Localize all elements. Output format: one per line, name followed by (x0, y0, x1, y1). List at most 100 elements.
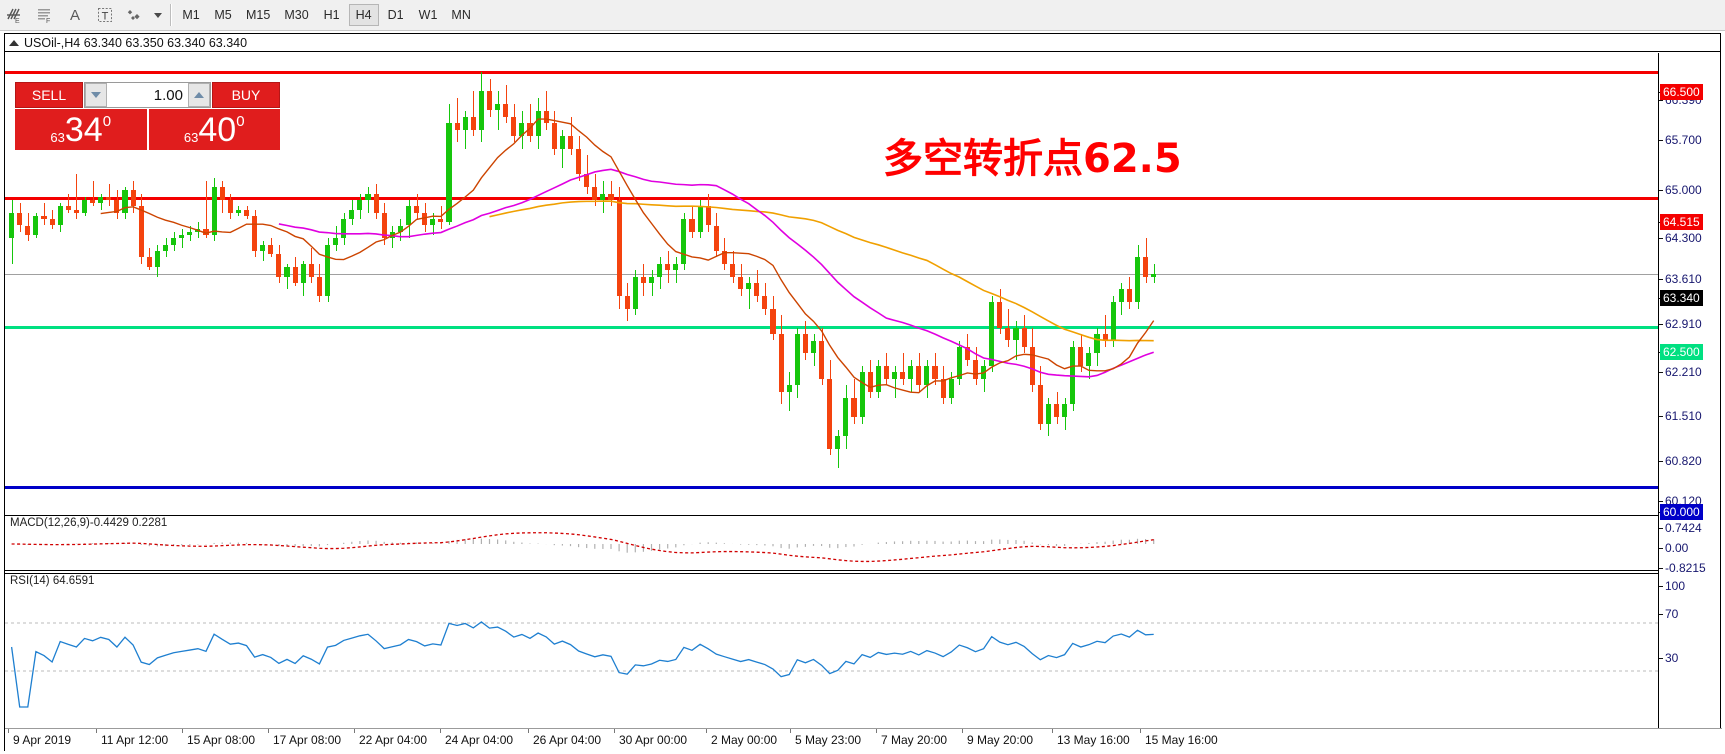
axis-price-label: 64.300 (1665, 231, 1702, 245)
collapse-triangle-icon[interactable] (9, 39, 19, 46)
candle-body (252, 215, 258, 252)
candle-body (300, 263, 306, 283)
candle-body (802, 334, 808, 354)
candle-body (260, 244, 266, 252)
candle-body (486, 91, 493, 111)
candle-body (9, 212, 15, 239)
candle-wick (570, 116, 572, 156)
axis-price-label: 30 (1665, 651, 1679, 665)
timeframe-m30[interactable]: M30 (284, 8, 309, 22)
indicators-icon[interactable]: E (0, 1, 30, 29)
macd-pane[interactable]: MACD(12,26,9)-0.4429 0.2281 (5, 515, 1658, 571)
axis-price-badge: 63.340 (1660, 290, 1703, 306)
buy-price-sup: 0 (236, 113, 245, 130)
candle-body (130, 190, 136, 207)
time-axis-label: 9 Apr 2019 (13, 733, 72, 747)
time-axis-tick (790, 729, 791, 733)
candle-body (454, 123, 460, 130)
candle-body (33, 215, 39, 236)
axis-price-label: 60.820 (1665, 454, 1702, 468)
candle-body (908, 366, 914, 379)
candle-body (932, 366, 938, 379)
timeframe-m15[interactable]: M15 (246, 8, 271, 22)
timeframe-h4[interactable]: H4 (348, 4, 379, 26)
candle-body (284, 267, 290, 277)
rsi-series (5, 621, 1658, 708)
buy-price-display[interactable]: 63 40 0 (148, 109, 280, 150)
price-pane[interactable] (5, 53, 1658, 513)
candle-body (219, 187, 225, 200)
candle-body (956, 346, 962, 379)
axis-price-label: 61.510 (1665, 409, 1702, 423)
candle-wick (789, 372, 791, 411)
axis-price-badge: 64.515 (1660, 214, 1703, 230)
axis-price-badge: 66.500 (1660, 84, 1703, 100)
time-axis-tick (1052, 729, 1053, 733)
candle-wick (92, 180, 94, 207)
volume-increase-button[interactable] (188, 83, 210, 107)
candle-body (430, 219, 436, 226)
candle-body (268, 244, 274, 255)
chart-annotation-text[interactable]: 多空转折点62.5 (883, 136, 1182, 182)
timeframe-m1[interactable]: M1 (182, 8, 200, 22)
objects-icon[interactable] (120, 1, 150, 29)
axis-tick (1659, 238, 1663, 239)
timeframe-w1[interactable]: W1 (418, 8, 438, 22)
candle-body (495, 104, 501, 111)
candle-body (211, 187, 217, 236)
timeframe-d1[interactable]: D1 (387, 8, 404, 22)
candle-wick (1007, 308, 1009, 347)
axis-tick (1659, 614, 1663, 615)
axis-price-label: 62.910 (1665, 317, 1702, 331)
svg-text:F: F (46, 18, 50, 24)
candle-body (738, 276, 744, 290)
candle-wick (44, 203, 45, 226)
volume-field-wrap[interactable]: 1.00 (84, 82, 211, 108)
candle-body (1037, 385, 1043, 424)
grid-icon[interactable]: F (30, 1, 60, 29)
candle-body (162, 244, 169, 252)
candle-body (114, 199, 120, 213)
buy-button[interactable]: BUY (212, 82, 280, 108)
text-label-icon[interactable]: T (90, 1, 120, 29)
candle-wick (465, 110, 467, 149)
candle-body (697, 206, 703, 232)
timeframe-mn[interactable]: MN (451, 8, 471, 22)
candle-body (90, 199, 96, 204)
candle-body (41, 215, 47, 220)
candle-body (851, 398, 857, 418)
axis-price-label: 62.210 (1665, 365, 1702, 379)
candle-body (819, 340, 825, 379)
chevron-down-icon[interactable] (150, 1, 166, 29)
time-axis-label: 13 May 16:00 (1057, 733, 1130, 747)
timeframe-h1[interactable]: H1 (323, 8, 340, 22)
axis-price-label: -0.8215 (1665, 561, 1706, 575)
sell-price-display[interactable]: 63 34 0 (15, 109, 147, 150)
time-axis[interactable]: 9 Apr 2019 11 Apr 12:00 15 Apr 08:00 17 Apr… (5, 728, 1722, 751)
timeframe-m5[interactable]: M5 (214, 8, 232, 22)
candle-body (462, 116, 468, 130)
candle-wick (262, 241, 264, 261)
time-axis-tick (706, 729, 707, 733)
candle-body (794, 334, 800, 386)
sell-price-main: 34 (64, 110, 103, 149)
price-axis[interactable]: 66.500 66.390 65.700 65.000 64.515 64.300 63.6… (1658, 53, 1720, 728)
rsi-pane[interactable]: RSI(14) 64.6591 (5, 573, 1658, 712)
axis-price-badge: 62.500 (1660, 344, 1703, 360)
one-click-trading-panel[interactable]: SELL 1.00 BUY 63 34 0 63 40 0 (15, 82, 280, 150)
text-icon[interactable]: A (69, 6, 80, 24)
candle-body (997, 302, 1003, 328)
sell-price-sup: 0 (102, 113, 112, 130)
sell-price-prefix: 63 (50, 130, 65, 145)
sell-button[interactable]: SELL (15, 82, 83, 108)
candle-body (341, 219, 347, 239)
candle-body (1053, 404, 1060, 418)
candle-body (729, 263, 736, 277)
candle-body (843, 398, 849, 437)
chart-window: USOil-,H4 63.340 63.350 63.340 63.340 MA… (4, 33, 1722, 751)
volume-input[interactable]: 1.00 (107, 83, 188, 107)
volume-decrease-button[interactable] (85, 83, 107, 107)
time-axis-tick (182, 729, 183, 733)
candle-body (138, 206, 144, 258)
time-axis-tick (96, 729, 97, 733)
